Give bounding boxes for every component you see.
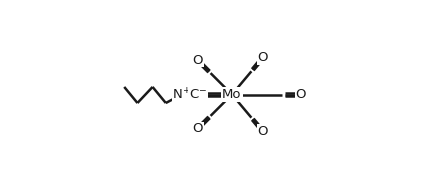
Text: O: O bbox=[296, 88, 306, 101]
Text: O: O bbox=[193, 122, 203, 135]
Text: $\mathregular{N}^{+}$: $\mathregular{N}^{+}$ bbox=[172, 87, 191, 102]
Text: Mo: Mo bbox=[222, 88, 242, 101]
Text: $\mathregular{C}^{-}$: $\mathregular{C}^{-}$ bbox=[189, 88, 207, 101]
Text: O: O bbox=[193, 54, 203, 67]
Text: O: O bbox=[258, 51, 268, 64]
Text: O: O bbox=[258, 125, 268, 138]
